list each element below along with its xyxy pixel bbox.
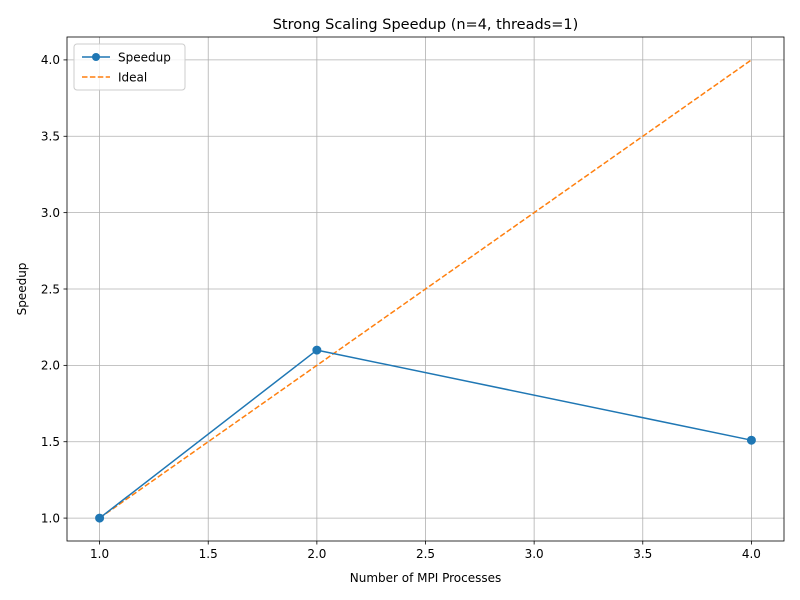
series-line-ideal [99,59,752,519]
legend-box [73,43,186,91]
x-tick-label: 2.0 [307,547,326,561]
y-tick-label: 1.0 [41,511,60,525]
y-tick-label: 3.0 [41,206,60,220]
x-tick-label: 4.0 [742,547,761,561]
ticks: 1.0 1.5 2.0 2.5 3.0 3.5 4.0 1.0 1.5 2.0 2.5 3.0 3.5 4… [41,53,761,561]
data-point-speedup [746,435,756,445]
y-tick-label: 1.5 [41,435,60,449]
x-tick-label: 3.5 [633,547,652,561]
chart-title: Strong Scaling Speedup (n=4, threads=1) [273,17,579,33]
x-tick-label: 1.5 [199,547,218,561]
y-tick-label: 3.5 [41,130,60,144]
legend-label-speedup: Speedup [118,50,171,64]
legend: Speedup Ideal [73,43,186,91]
x-axis-label: Number of MPI Processes [350,571,502,585]
y-tick-label: 2.0 [41,359,60,373]
x-tick-label: 1.0 [90,547,109,561]
legend-label-ideal: Ideal [118,70,147,84]
series-layer [95,59,756,523]
x-tick-label: 3.0 [525,547,544,561]
x-tick-label: 2.5 [416,547,435,561]
y-tick-label: 4.0 [41,53,60,67]
data-point-speedup [95,513,105,523]
data-point-speedup [312,345,322,355]
y-axis-label: Speedup [15,263,29,316]
y-tick-label: 2.5 [41,282,60,296]
legend-marker-speedup [92,53,100,61]
